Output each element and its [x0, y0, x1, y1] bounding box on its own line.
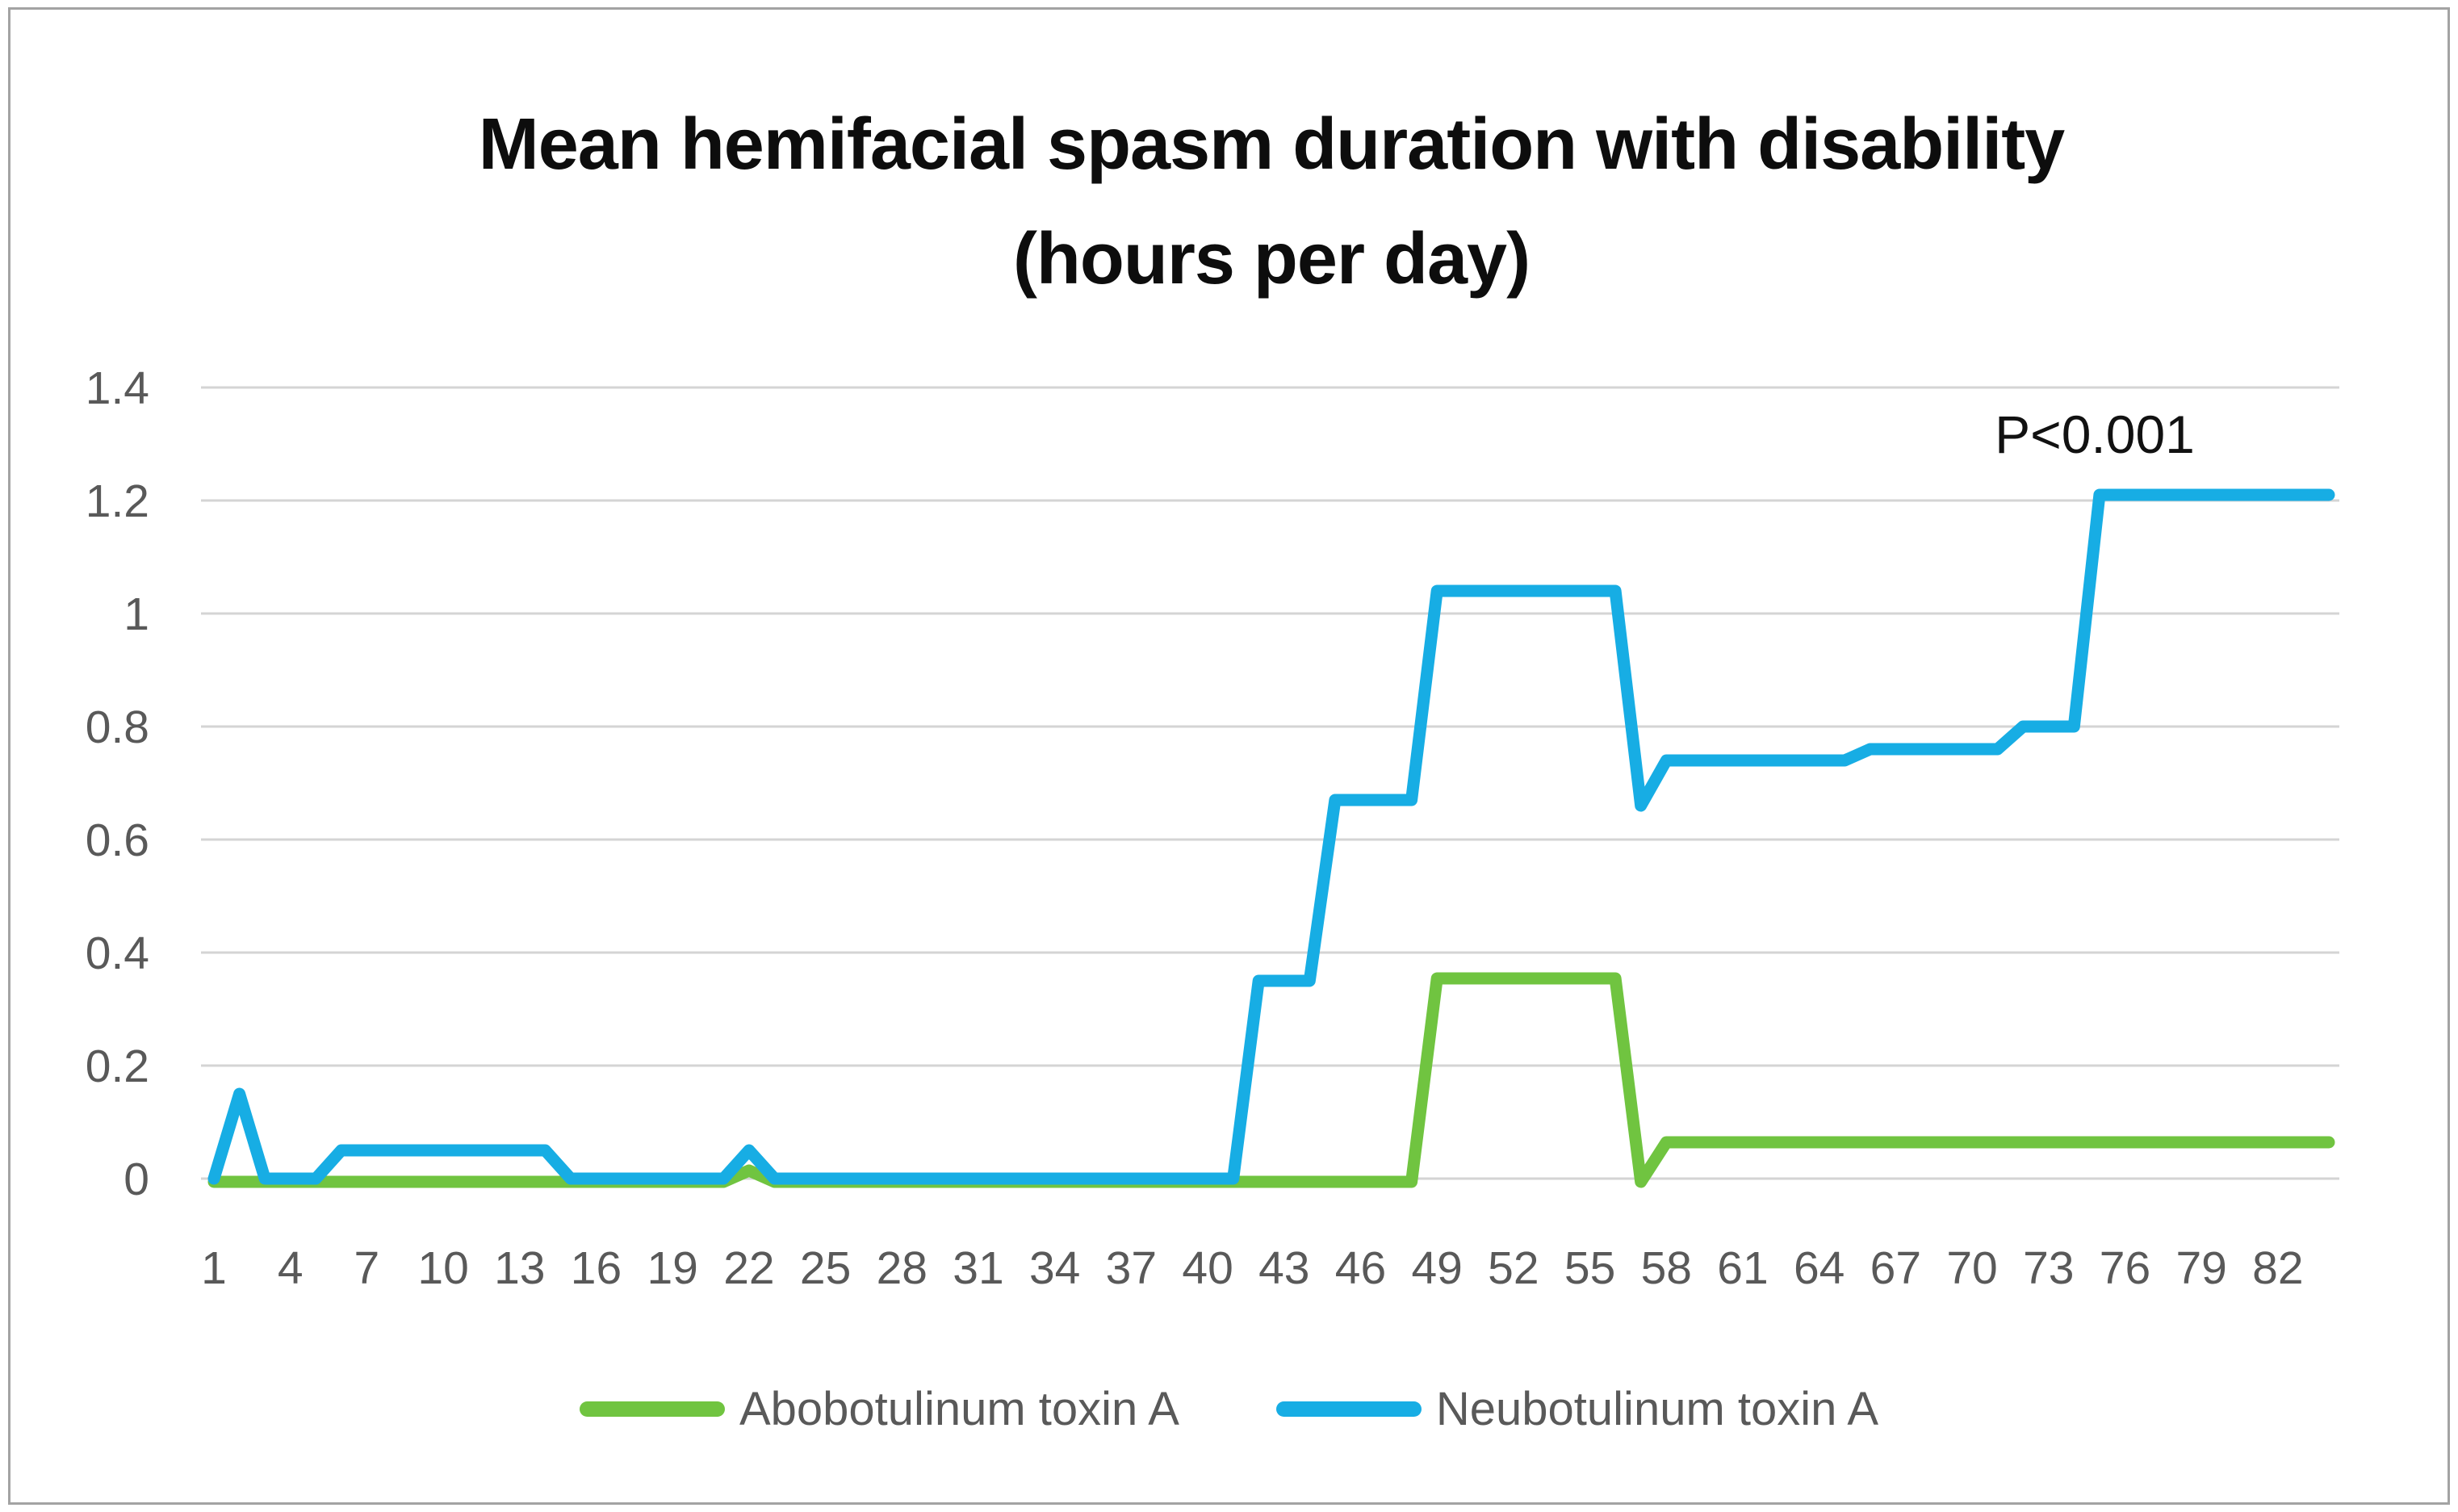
y-axis-tick-label: 1.2 — [86, 475, 149, 527]
x-axis-tick-label: 19 — [647, 1242, 697, 1294]
x-axis-tick-label: 37 — [1106, 1242, 1157, 1294]
x-axis-tick-label: 58 — [1641, 1242, 1692, 1294]
x-axis-tick-label: 4 — [278, 1242, 304, 1294]
x-axis-tick-label: 1 — [201, 1242, 227, 1294]
legend-item-abobotulinum: Abobotulinum toxin A — [579, 1382, 1179, 1436]
x-axis-tick-label: 73 — [2023, 1242, 2074, 1294]
x-axis-tick-label: 64 — [1794, 1242, 1845, 1294]
x-axis-tick-label: 43 — [1258, 1242, 1309, 1294]
legend-label-abobotulinum: Abobotulinum toxin A — [739, 1383, 1179, 1435]
x-axis-tick-label: 61 — [1717, 1242, 1768, 1294]
y-axis-tick-label: 0.4 — [86, 928, 149, 979]
x-axis-tick-label: 40 — [1182, 1242, 1233, 1294]
x-axis-tick-label: 34 — [1029, 1242, 1080, 1294]
x-axis-tick-label: 7 — [354, 1242, 380, 1294]
chart-title-line2: (hours per day) — [1012, 219, 1530, 299]
x-axis-tick-label: 79 — [2175, 1242, 2226, 1294]
x-axis-tick-label: 10 — [417, 1242, 468, 1294]
x-axis-tick-label: 76 — [2100, 1242, 2150, 1294]
y-axis-tick-label: 0.2 — [86, 1041, 149, 1092]
x-axis-tick-label: 16 — [571, 1242, 622, 1294]
x-axis-tick-label: 70 — [1946, 1242, 1997, 1294]
x-axis-tick-label: 22 — [723, 1242, 774, 1294]
chart-title: Mean hemifacial spasm duration with disa… — [202, 87, 2341, 316]
chart-title-line1: Mean hemifacial spasm duration with disa… — [478, 104, 2065, 185]
x-axis-tick-label: 31 — [953, 1242, 1003, 1294]
x-axis-tick-label: 25 — [800, 1242, 851, 1294]
y-axis-tick-label: 1.4 — [86, 362, 149, 414]
x-axis-tick-label: 49 — [1411, 1242, 1462, 1294]
x-axis-tick-label: 67 — [1870, 1242, 1921, 1294]
x-axis-tick-label: 28 — [877, 1242, 928, 1294]
y-axis-tick-label: 0 — [124, 1154, 149, 1205]
x-axis-tick-label: 55 — [1564, 1242, 1615, 1294]
y-axis-tick-label: 0.8 — [86, 702, 149, 753]
y-axis-tick-label: 1 — [124, 588, 149, 640]
x-axis-tick-label: 13 — [494, 1242, 545, 1294]
x-axis-tick-label: 46 — [1335, 1242, 1386, 1294]
legend-swatch-abobotulinum — [579, 1401, 725, 1417]
y-axis-tick-label: 0.6 — [86, 815, 149, 866]
p-value-annotation: P<0.001 — [1995, 404, 2195, 464]
x-axis-tick-label: 52 — [1488, 1242, 1539, 1294]
series-line-neubotulinum — [207, 488, 2335, 1185]
legend-swatch-neubotulinum — [1275, 1401, 1422, 1417]
x-axis-tick-label: 82 — [2252, 1242, 2303, 1294]
legend-item-neubotulinum: Neubotulinum toxin A — [1275, 1382, 1879, 1436]
legend: Abobotulinum toxin A Neubotulinum toxin … — [0, 1382, 2458, 1436]
legend-label-neubotulinum: Neubotulinum toxin A — [1435, 1383, 1879, 1435]
